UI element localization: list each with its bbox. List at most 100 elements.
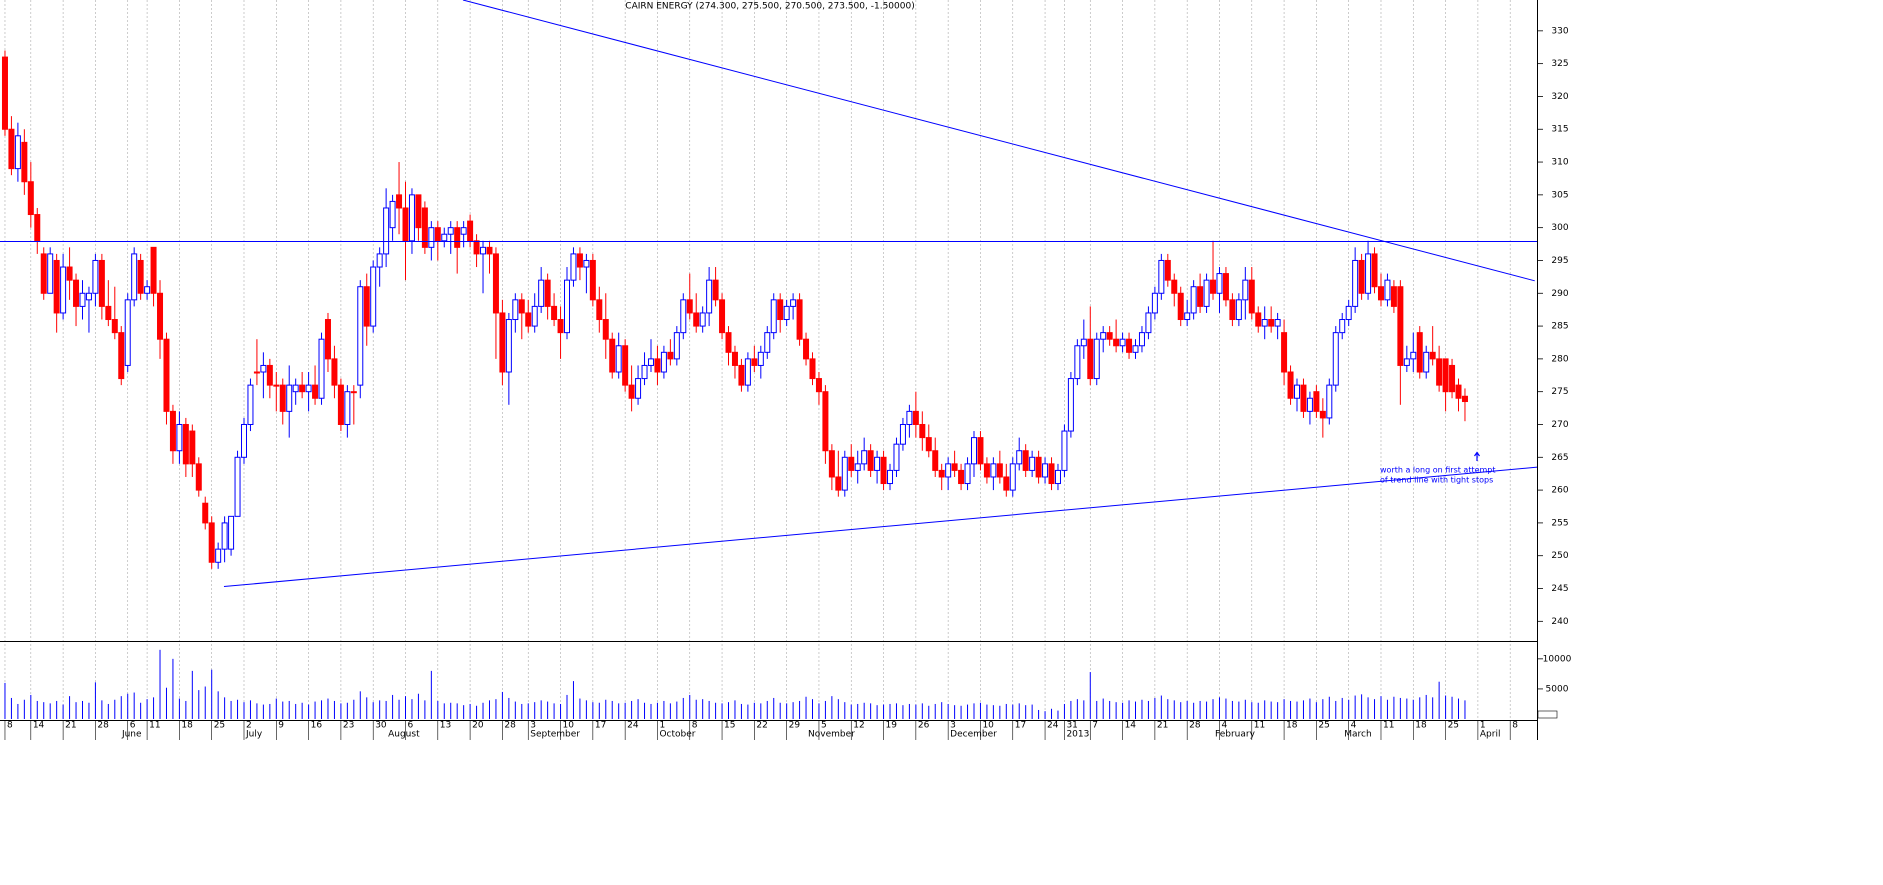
candle-body [169,410,176,452]
x-tick-label: 22 [756,721,767,731]
candle-body [854,463,861,471]
candle-body [1319,410,1326,419]
candle-body [1403,358,1410,366]
candle-body [861,450,868,465]
month-label: April [1480,730,1501,740]
candle-body [499,312,506,373]
month-label: August [388,730,420,740]
candle-body [480,246,487,255]
candle-body [1106,332,1113,340]
candle-body [292,384,299,393]
x-tick-label: 10 [563,721,575,731]
x-tick-label: 4 [1221,721,1227,731]
candle-body [641,364,648,380]
candle-body [647,358,654,366]
y-tick-label: 265 [1551,453,1568,463]
marks [0,0,1538,719]
y-tick-label: 325 [1551,59,1568,69]
month-label: October [659,730,695,740]
candle-body [221,522,228,550]
candle-body [1132,345,1139,353]
x-tick-label: 24 [627,721,639,731]
candle-body [951,463,958,471]
x-tick-label: 29 [789,721,801,731]
x-tick-label: 17 [1015,721,1026,731]
x-tick-label: 11 [1254,721,1265,731]
x-tick-label: 13 [440,721,451,731]
candle-body [460,227,467,235]
candle-body [970,437,977,465]
candle-body [408,194,415,242]
candle-body [725,332,732,353]
candle-body [363,286,370,327]
candle-body [609,338,616,373]
candle-body [764,332,771,353]
candle-body [887,469,894,485]
y-tick-label: 10000 [1543,654,1572,664]
candle-body [660,351,667,373]
x-tick-label: 11 [1383,721,1394,731]
candle-body [21,141,28,183]
x-tick-label: 14 [33,721,45,731]
x-tick-label: 3 [530,721,536,731]
candle-body [893,443,900,471]
candle-body [835,476,842,491]
candle-body [124,299,131,366]
candle-body [1300,384,1307,412]
month-label: November [808,730,855,740]
annotation-arrow [1474,451,1480,461]
month-label: September [530,730,580,740]
candle-body [1222,273,1229,301]
candle-body [1436,358,1443,386]
candle-body [512,299,519,321]
candle-body [234,456,241,517]
candle-body [673,332,680,360]
candle-body [1326,384,1333,419]
candle-body [693,312,700,327]
y-tick-label: 295 [1551,256,1568,266]
candle-body [118,332,125,380]
x-tick-label: 17 [595,721,606,731]
candle-body [111,319,118,334]
candle-body [880,456,887,485]
candle-body [667,351,674,360]
candle-body [53,259,60,314]
candle-body [848,456,855,471]
x-tick-label: 28 [504,721,516,731]
candle-body [570,253,577,281]
candle-body [370,266,377,327]
candle-body [1442,358,1449,393]
y-tick-label: 305 [1551,190,1568,200]
candle-body [383,207,390,255]
candle-body [945,463,952,478]
x-tick-label: 24 [1047,721,1059,731]
candle-body [1423,351,1430,373]
candle-body [544,279,551,307]
candle-body [228,515,235,550]
candle-body [706,279,713,314]
candle-body [1164,259,1171,281]
candle-body [157,292,164,340]
x-tick-label: 15 [724,721,735,731]
candle-body [92,259,99,294]
candle-body [331,358,338,386]
y-tick-label: 240 [1551,617,1568,627]
candle-body [531,305,538,327]
candle-body [867,450,874,471]
candle-body [699,312,706,327]
candle-body [1410,351,1417,360]
candle-body [1042,463,1049,478]
candle-body [85,292,92,301]
candle-body [841,456,848,491]
scale-box [1537,710,1558,719]
candle-body [376,253,383,268]
candle-body [299,384,306,393]
candle-body [719,299,726,334]
month-label: March [1344,730,1371,740]
candle-body [131,253,138,301]
candle-body [1339,319,1346,334]
candle-body [447,227,454,235]
x-tick-label: 26 [918,721,930,731]
